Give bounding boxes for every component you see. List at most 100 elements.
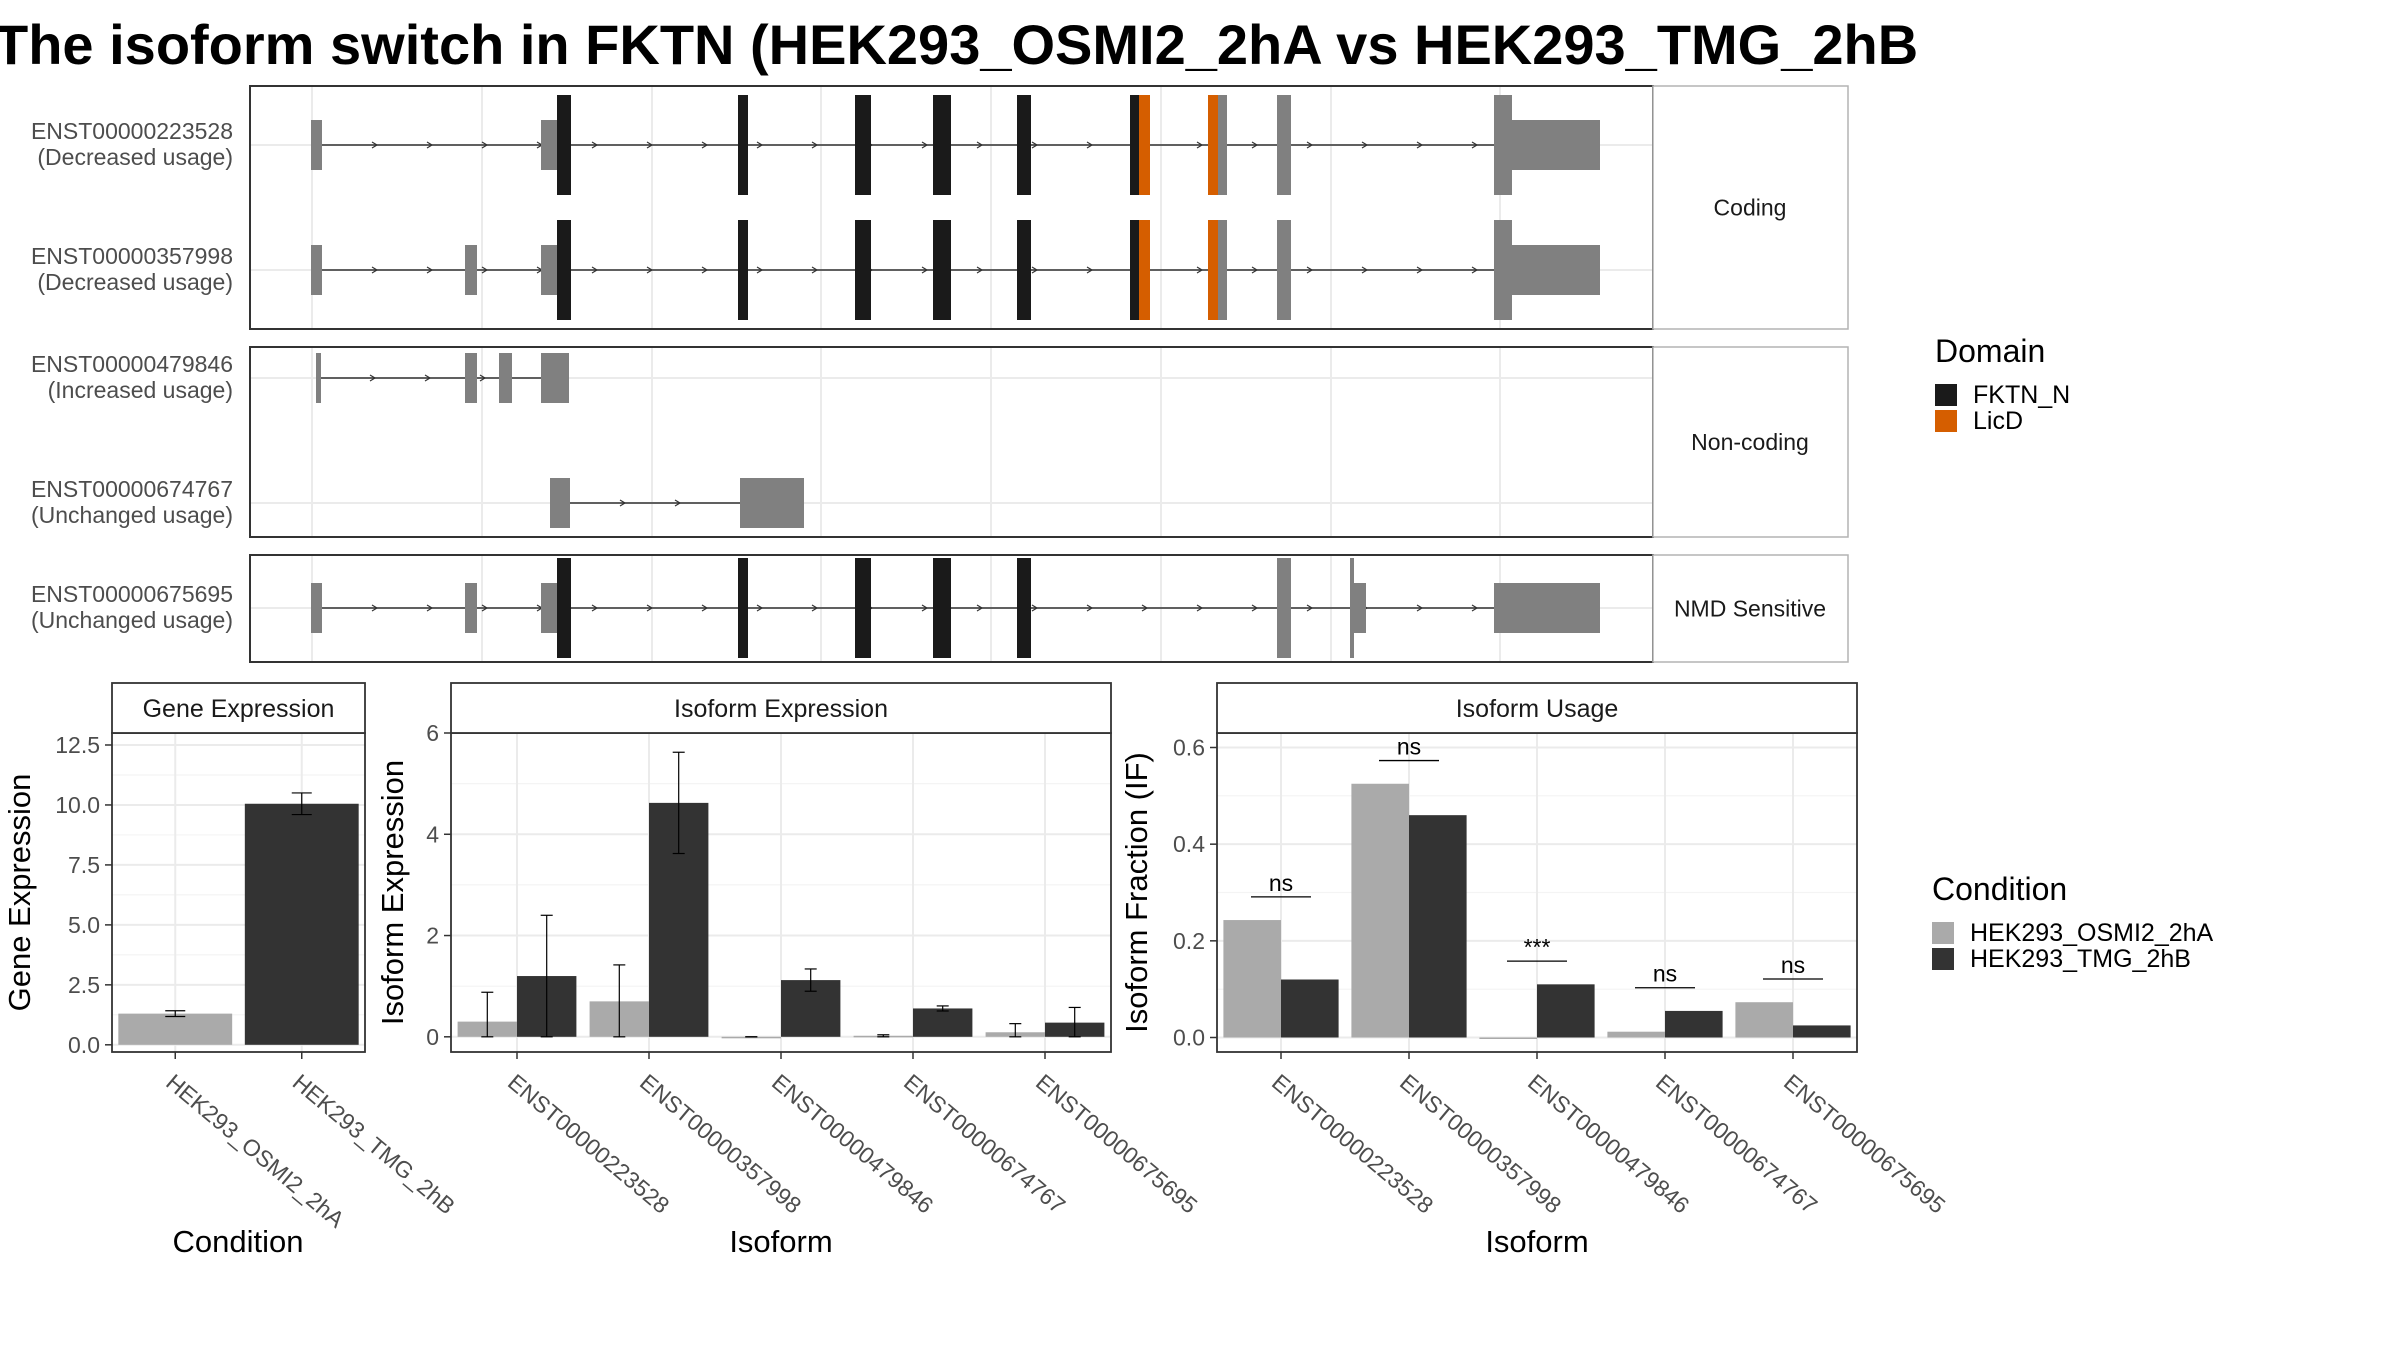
facet-strip: [1652, 85, 1849, 330]
intron-arrow: [1031, 141, 1039, 149]
exon: [550, 478, 570, 528]
x-axis-label: Isoform: [1485, 1224, 1588, 1259]
intron-arrow: [1251, 141, 1259, 149]
isoform-track: [311, 220, 1600, 320]
coding-exon: [1350, 558, 1354, 658]
intron-arrow: [371, 141, 379, 149]
fktn-n-domain: [933, 95, 951, 195]
intron-arrow: [371, 266, 379, 274]
intron-arrow: [701, 266, 709, 274]
chart-title: Isoform Expression: [674, 695, 888, 723]
intron-arrow: [1361, 141, 1369, 149]
bar: [1735, 1002, 1793, 1038]
intron-arrow: [1251, 266, 1259, 274]
significance-label: ***: [1524, 934, 1551, 960]
chart-title: Gene Expression: [143, 695, 335, 723]
isoform-usage-label: (Unchanged usage): [31, 502, 233, 528]
legend-key: [1932, 948, 1954, 970]
intron-arrow: [1361, 266, 1369, 274]
isoform-id-label: ENST00000675695: [31, 581, 233, 607]
fktn-n-domain: [933, 220, 951, 320]
intron-arrow: [591, 141, 599, 149]
isoform-id-label: ENST00000357998: [31, 243, 233, 269]
intron-arrow: [811, 141, 819, 149]
intron-arrow: [1416, 266, 1424, 274]
coding-exon: [1218, 220, 1227, 320]
coding-exon: [1277, 95, 1291, 195]
legend-title: Condition: [1932, 871, 2067, 907]
intron-arrow: [756, 141, 764, 149]
bar: [1607, 1031, 1665, 1038]
isoform-id-label: ENST00000674767: [31, 476, 233, 502]
isoform-usage-label: (Decreased usage): [37, 144, 233, 170]
intron-arrow: [369, 374, 377, 382]
legend-key: [1932, 922, 1954, 944]
transcript-structure-panel: Coding Non-coding NMD Sensitive ENST0000022…: [31, 85, 1849, 663]
bar: [1479, 1037, 1537, 1039]
intron-arrow: [921, 266, 929, 274]
facet-strip: [1652, 554, 1849, 663]
y-tick-label: 0.4: [1173, 831, 1205, 857]
intron-arrow: [1471, 266, 1479, 274]
intron-arrow: [1141, 604, 1149, 612]
intron-arrow: [481, 604, 489, 612]
y-axis-label: Isoform Fraction (IF): [1119, 752, 1154, 1033]
chart-title: Isoform Usage: [1456, 695, 1619, 723]
bar: [1223, 920, 1281, 1038]
fktn-n-domain: [557, 95, 571, 195]
exon: [541, 353, 569, 403]
intron-arrow: [371, 604, 379, 612]
y-tick-label: 2: [426, 923, 439, 949]
x-axis-label: Condition: [173, 1224, 304, 1259]
facet-strip: [111, 682, 366, 734]
exon: [499, 353, 512, 403]
intron-arrow: [479, 374, 487, 382]
intron-arrow: [646, 141, 654, 149]
intron-arrow: [756, 604, 764, 612]
y-tick-label: 12.5: [55, 732, 100, 758]
intron-arrow: [976, 604, 984, 612]
y-tick-label: 6: [426, 720, 439, 746]
intron-arrow: [426, 604, 434, 612]
structure-facet-bg: [250, 347, 1653, 537]
legend-label: LicD: [1973, 407, 2023, 435]
facet-strip: [1216, 682, 1858, 734]
intron-arrow: [811, 266, 819, 274]
bar: [1793, 1025, 1851, 1038]
y-tick-label: 0.2: [1173, 928, 1205, 954]
coding-exon: [1218, 95, 1227, 195]
intron-arrow: [1306, 604, 1314, 612]
legend-label: FKTN_N: [1973, 381, 2070, 409]
legend-title: Domain: [1935, 333, 2045, 369]
intron-arrow: [1086, 266, 1094, 274]
utr-exon: [311, 583, 322, 633]
intron-arrow: [976, 266, 984, 274]
utr-exon: [311, 245, 322, 295]
fktn-n-domain: [855, 220, 871, 320]
y-axis-label: Gene Expression: [2, 774, 37, 1012]
y-axis-label: Isoform Expression: [375, 760, 410, 1025]
significance-label: ns: [1397, 734, 1421, 760]
intron-arrow: [1196, 141, 1204, 149]
bar: [721, 1036, 781, 1039]
isoform-id-label: ENST00000479846: [31, 351, 233, 377]
intron-arrow: [701, 141, 709, 149]
fktn-n-domain: [557, 558, 571, 658]
y-tick-label: 0.0: [1173, 1025, 1205, 1051]
isoform-usage-label: (Decreased usage): [37, 269, 233, 295]
legend-key: [1935, 384, 1957, 406]
intron-arrow: [646, 604, 654, 612]
y-tick-label: 5.0: [68, 912, 100, 938]
intron-arrow: [1471, 141, 1479, 149]
utr-exon: [1354, 583, 1366, 633]
utr-exon: [541, 245, 557, 295]
y-tick-label: 2.5: [68, 972, 100, 998]
fktn-n-domain: [933, 558, 951, 658]
isoform-track: [316, 353, 569, 403]
fktn-n-domain: [1017, 558, 1031, 658]
fktn-n-domain: [738, 220, 748, 320]
bar: [913, 1008, 973, 1037]
